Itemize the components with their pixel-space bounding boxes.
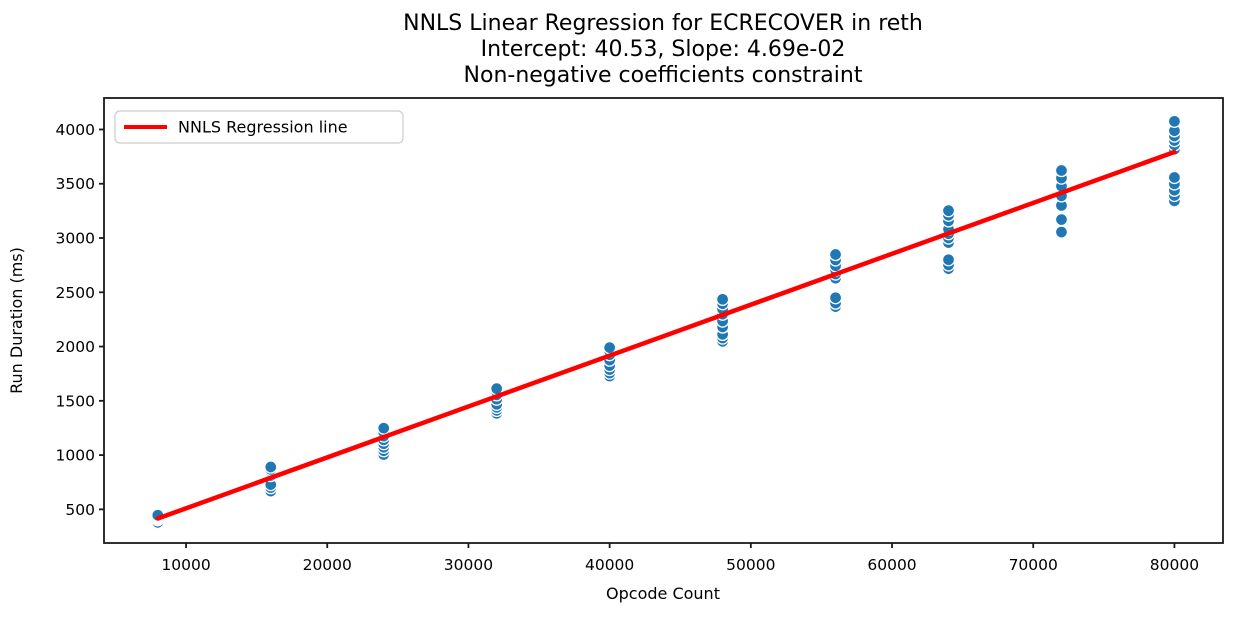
- scatter-point: [715, 292, 730, 306]
- y-tick-label-1500: 1500: [56, 392, 95, 410]
- x-tick-label-50000: 50000: [726, 556, 775, 574]
- x-tick-label-80000: 80000: [1150, 556, 1199, 574]
- x-tick-label-40000: 40000: [585, 556, 634, 574]
- scatter-point: [828, 247, 843, 262]
- data-layer: [151, 114, 1182, 530]
- x-tick-label-60000: 60000: [867, 556, 916, 574]
- scatter-point: [941, 253, 956, 267]
- scatter-point: [1167, 114, 1182, 128]
- y-tick-label-4000: 4000: [56, 121, 95, 139]
- scatter-point: [1054, 225, 1069, 239]
- scatter-point: [1054, 163, 1069, 178]
- axes-spines: [103, 97, 1224, 544]
- scatter-point: [828, 291, 843, 305]
- x-tick-label-10000: 10000: [161, 556, 210, 574]
- x-tick-label-20000: 20000: [303, 556, 352, 574]
- legend-label: NNLS Regression line: [178, 118, 348, 137]
- y-tick-label-2500: 2500: [56, 284, 95, 302]
- y-tick-label-500: 500: [65, 501, 95, 519]
- chart-subtitle-constraint: Non-negative coefficients constraint: [464, 63, 863, 88]
- scatter-point: [377, 421, 391, 435]
- axes-ticks: 10000 20000 30000 40000 50000 60000 70000 80000…: [56, 121, 1200, 574]
- x-tick-label-30000: 30000: [444, 556, 493, 574]
- y-axis-label: Run Duration (ms): [7, 247, 26, 394]
- x-tick-label-70000: 70000: [1009, 556, 1058, 574]
- scatter-point: [941, 204, 956, 218]
- y-tick-label-1000: 1000: [56, 447, 95, 465]
- chart-title: NNLS Linear Regression for ECRECOVER in …: [403, 11, 923, 36]
- legend: NNLS Regression line: [114, 110, 404, 144]
- chart-subtitle-intercept-slope: Intercept: 40.53, Slope: 4.69e-02: [481, 37, 846, 62]
- y-tick-label-2000: 2000: [56, 338, 95, 356]
- y-tick-label-3500: 3500: [56, 175, 95, 193]
- legend-box: [114, 110, 404, 144]
- scatter-point: [264, 460, 278, 474]
- x-axis-label: Opcode Count: [606, 584, 720, 603]
- regression-line: [155, 149, 1177, 521]
- y-tick-label-3000: 3000: [56, 230, 95, 248]
- scatter-point: [1054, 212, 1069, 227]
- scatter-point: [1167, 170, 1182, 185]
